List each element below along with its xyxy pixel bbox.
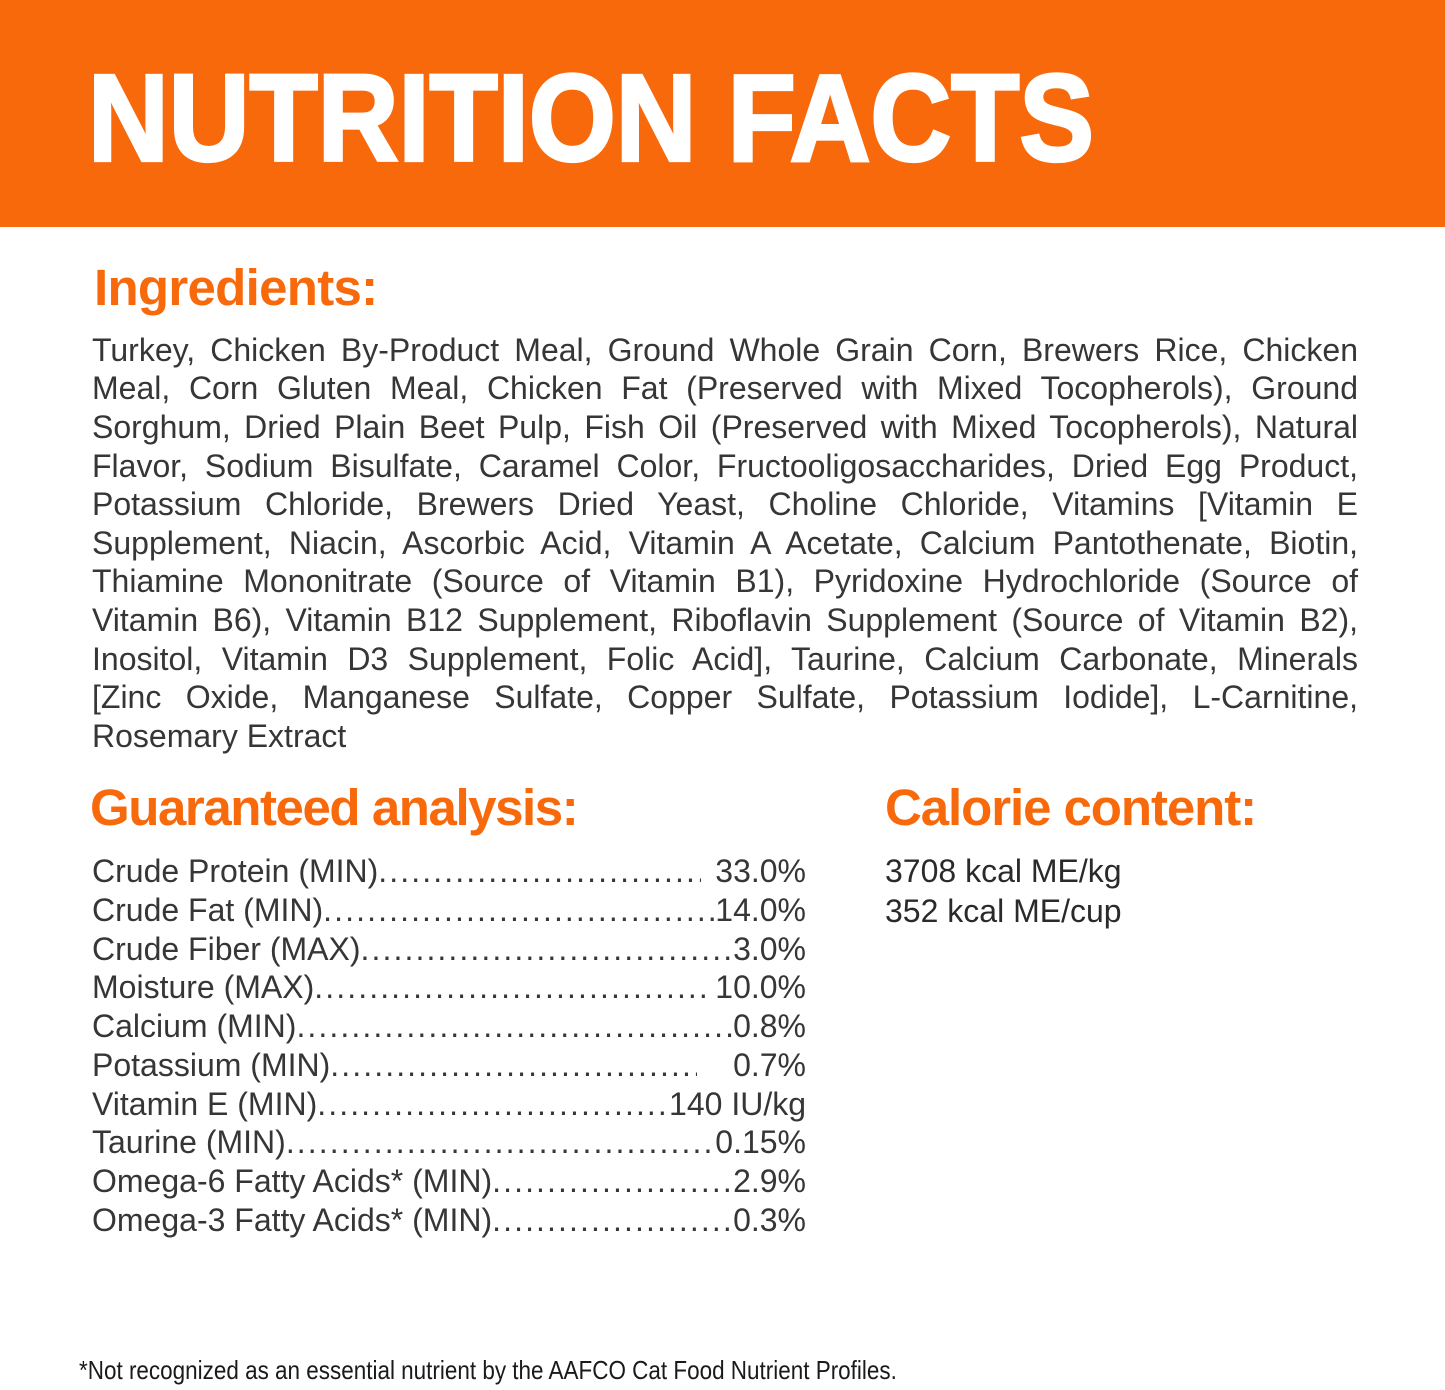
svg-text:NUTRITION FACTS: NUTRITION FACTS [88,51,1094,188]
